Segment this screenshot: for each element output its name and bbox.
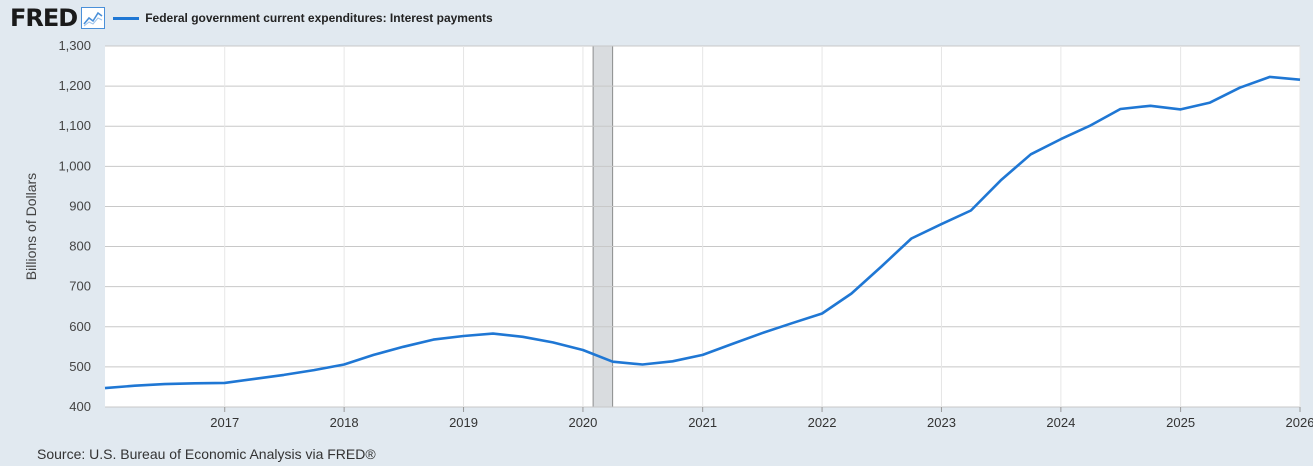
y-tick-label: 1,200 [58,78,91,93]
x-tick-label: 2022 [808,415,837,430]
fred-logo[interactable]: FRED [10,4,78,32]
recession-band [592,45,614,408]
source-note: Source: U.S. Bureau of Economic Analysis… [37,446,376,462]
legend: Federal government current expenditures:… [113,11,493,25]
y-tick-label: 400 [69,399,91,414]
legend-swatch [113,16,140,20]
x-tick-label: 2024 [1046,415,1075,430]
chart-plot: 400 500 600 700 800 900 1,000 1,100 1,200 1,300 20… [23,38,1313,430]
x-tick-label: 2019 [449,415,478,430]
chart-header: FRED Federal government current expendit… [10,3,493,33]
x-tick-label: 2025 [1166,415,1195,430]
x-tick-label: 2026 [1286,415,1313,430]
y-tick-label: 1,100 [58,118,91,133]
y-tick-label: 900 [69,198,91,213]
y-axis-label: Billions of Dollars [23,173,39,280]
y-tick-label: 1,300 [58,38,91,53]
x-tick-label: 2018 [330,415,359,430]
y-tick-label: 600 [69,319,91,334]
y-tick-label: 1,000 [58,158,91,173]
x-tick-label: 2021 [688,415,717,430]
x-tick-label: 2023 [927,415,956,430]
series-line [104,75,1301,390]
x-tick-label: 2020 [568,415,597,430]
y-tick-label: 700 [69,279,91,294]
line-chart-icon [81,7,106,29]
x-tick-label: 2017 [210,415,239,430]
y-tick-label: 500 [69,359,91,374]
legend-label: Federal government current expenditures:… [145,11,493,25]
y-tick-label: 800 [69,239,91,254]
